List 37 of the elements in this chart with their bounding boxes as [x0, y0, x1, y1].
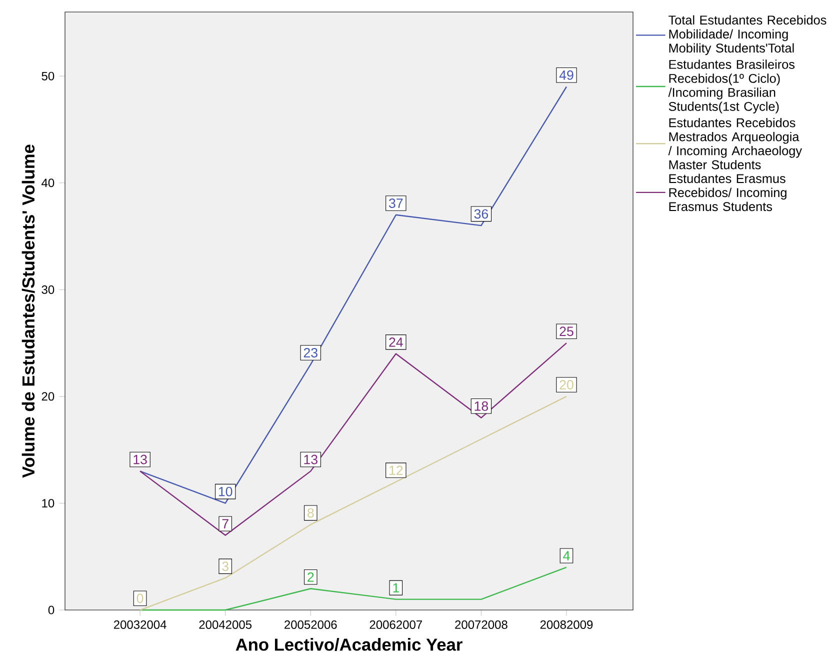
data-label: 12 [390, 466, 403, 475]
x-tick-label: 20062007 [370, 620, 422, 629]
y-tick-label: 0 [48, 606, 54, 614]
data-label: 13 [134, 454, 147, 464]
data-label: 0 [136, 594, 144, 604]
data-label: 1 [393, 583, 399, 592]
data-label: 36 [474, 209, 488, 219]
data-label: 24 [389, 337, 403, 347]
x-axis-title: Ano Lectivo/Academic Year [236, 638, 462, 651]
y-axis-title: Volume de Estudantes/Students' Volume [22, 144, 35, 478]
data-label: 4 [563, 551, 570, 560]
x-tick-label: 20082009 [540, 620, 593, 629]
y-tick-label: 30 [42, 285, 54, 294]
data-label: 37 [389, 198, 403, 208]
x-tick-label: 20042005 [199, 620, 252, 629]
data-label: 13 [304, 454, 318, 464]
data-label: 2 [308, 572, 314, 582]
data-label: 49 [559, 70, 574, 80]
y-tick-label: 50 [42, 72, 54, 80]
x-tick-label: 20072008 [455, 620, 508, 629]
x-tick-label: 20032004 [114, 620, 166, 629]
data-label: 20 [560, 380, 574, 390]
data-label: 10 [218, 486, 232, 496]
data-label: 7 [222, 519, 228, 528]
data-label: 23 [304, 348, 318, 358]
y-tick-label: 10 [42, 498, 54, 508]
legend-label: Estudantes Brasileiros Recebidos(1º Ciclo) /Incoming Brasilian Students(1st Cycle) [668, 60, 795, 114]
legend-label: Estudantes Recebidos Mestrados Arqueologia / Incoming Archaeology Master Students [668, 118, 802, 170]
y-tick-label: 40 [42, 178, 54, 188]
data-label: 25 [560, 326, 574, 336]
legend-label: Total Estudantes Recebidos Mobilidade/ Incoming Mobility Students'Total [668, 15, 826, 56]
legend-label: Estudantes Erasmus Recebidos/ Incoming Erasmus Students [669, 174, 786, 212]
data-label: 18 [474, 401, 488, 411]
x-tick-label: 20052006 [284, 620, 337, 629]
y-tick-label: 20 [42, 392, 54, 401]
data-label: 3 [222, 562, 228, 572]
data-label: 8 [308, 508, 314, 518]
